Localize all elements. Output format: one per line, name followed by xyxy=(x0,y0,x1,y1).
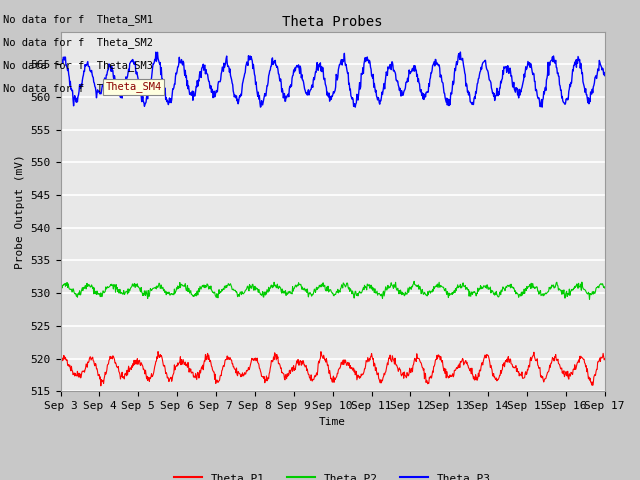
Theta_P1 xyxy=(492,377,500,383)
Theta_P1 xyxy=(113,364,120,370)
Theta_P2 xyxy=(296,282,304,288)
Theta_P2 xyxy=(492,289,499,295)
Title: Theta Probes: Theta Probes xyxy=(282,15,383,29)
Text: Theta_SM4: Theta_SM4 xyxy=(106,81,161,92)
Text: No data for f  Theta_SM3: No data for f Theta_SM3 xyxy=(3,60,153,72)
Theta_P3 xyxy=(482,62,490,68)
Line: Theta_P3: Theta_P3 xyxy=(61,52,605,107)
Line: Theta_P2: Theta_P2 xyxy=(61,281,605,299)
Line: Theta_P1: Theta_P1 xyxy=(61,351,605,386)
Theta_P2 xyxy=(482,285,490,290)
Theta_P2 xyxy=(431,284,438,290)
Theta_P2 xyxy=(410,278,418,284)
Theta_P3 xyxy=(431,63,438,69)
Y-axis label: Probe Output (mV): Probe Output (mV) xyxy=(15,154,25,269)
Legend: Theta_P1, Theta_P2, Theta_P3: Theta_P1, Theta_P2, Theta_P3 xyxy=(170,469,495,480)
Theta_P2 xyxy=(276,285,284,291)
Theta_P1 xyxy=(482,355,490,361)
X-axis label: Time: Time xyxy=(319,417,346,427)
Text: No data for f  Theta_SM4: No data for f Theta_SM4 xyxy=(3,84,153,95)
Theta_P3 xyxy=(351,104,359,110)
Theta_P3 xyxy=(296,63,304,69)
Theta_P2 xyxy=(57,283,65,289)
Theta_P1 xyxy=(97,383,105,389)
Theta_P3 xyxy=(456,49,464,55)
Theta_P3 xyxy=(112,84,120,90)
Theta_P1 xyxy=(298,362,305,368)
Text: No data for f  Theta_SM2: No data for f Theta_SM2 xyxy=(3,37,153,48)
Theta_P1 xyxy=(154,348,162,354)
Theta_P2 xyxy=(601,285,609,291)
Theta_P1 xyxy=(601,356,609,362)
Theta_P3 xyxy=(57,64,65,70)
Theta_P3 xyxy=(276,76,284,82)
Theta_P3 xyxy=(601,73,609,79)
Theta_P1 xyxy=(57,361,65,367)
Theta_P2 xyxy=(586,296,593,302)
Theta_P3 xyxy=(492,93,500,98)
Theta_P2 xyxy=(112,282,120,288)
Theta_P1 xyxy=(431,358,439,363)
Text: No data for f  Theta_SM1: No data for f Theta_SM1 xyxy=(3,14,153,25)
Theta_P1 xyxy=(278,370,285,375)
